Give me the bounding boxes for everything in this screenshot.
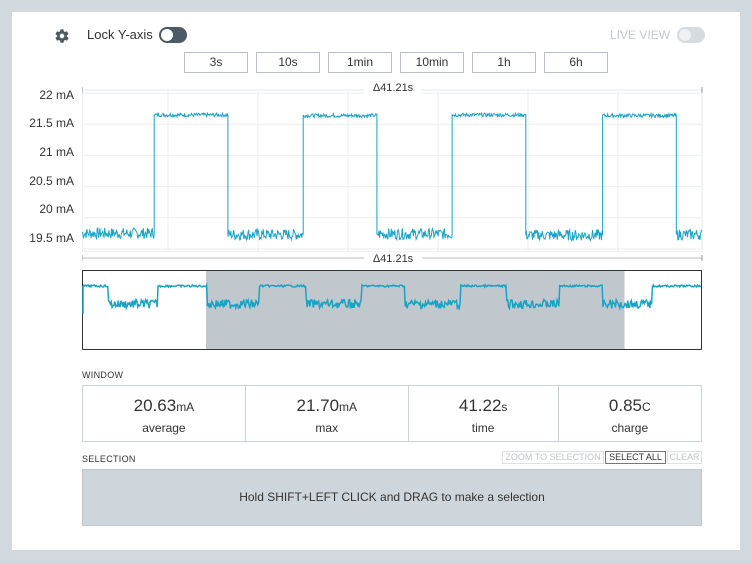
toggle-knob <box>161 29 173 41</box>
stat-value: 21.70 <box>296 396 340 415</box>
stat-value: 41.22 <box>458 396 502 415</box>
y-tick-label: 21.5 mA <box>29 116 74 130</box>
stat-value: 0.85 <box>608 396 642 415</box>
overview-chart[interactable]: Δ41.21s <box>82 252 703 352</box>
lock-y-axis-label: Lock Y-axis <box>87 27 153 42</box>
selection-area[interactable]: Hold SHIFT+LEFT CLICK and DRAG to make a… <box>82 469 702 526</box>
lock-y-axis-toggle[interactable] <box>159 27 187 43</box>
stat-average: 20.63mA average <box>83 386 246 441</box>
bottom-delta-label: Δ41.21s <box>373 253 414 265</box>
overview-trace <box>82 282 702 314</box>
live-view-label: LIVE VIEW <box>610 28 671 42</box>
stat-label: time <box>471 421 495 435</box>
y-tick-label: 20 mA <box>39 202 74 216</box>
time-button-6h[interactable]: 6h <box>544 52 608 73</box>
time-button-10s[interactable]: 10s <box>256 52 320 73</box>
window-stats: 20.63mA average 21.70mA max 41.22s time … <box>82 385 702 442</box>
stat-charge: 0.85C charge <box>559 386 701 441</box>
time-button-1min[interactable]: 1min <box>328 52 392 73</box>
time-button-10min[interactable]: 10min <box>400 52 464 73</box>
time-button-1h[interactable]: 1h <box>472 52 536 73</box>
time-button-3s[interactable]: 3s <box>184 52 248 73</box>
overview-selection-window[interactable] <box>206 271 625 349</box>
y-tick-label: 22 mA <box>39 88 74 102</box>
y-tick-label: 20.5 mA <box>29 174 74 188</box>
stat-max: 21.70mA max <box>246 386 409 441</box>
y-tick-label: 19.5 mA <box>29 231 74 245</box>
selection-section-title: SELECTION <box>82 454 136 464</box>
zoom-to-selection-button[interactable]: ZOOM TO SELECTION <box>502 451 604 464</box>
ppk-panel: Lock Y-axis LIVE VIEW 3s 10s 1min 10min … <box>12 12 740 550</box>
gear-icon[interactable] <box>54 28 70 44</box>
window-section-title: WINDOW <box>82 370 124 380</box>
main-chart[interactable]: Δ41.21s <box>82 80 703 252</box>
y-tick-label: 21 mA <box>39 145 74 159</box>
top-delta-label: Δ41.21s <box>373 82 414 94</box>
select-all-button[interactable]: SELECT ALL <box>605 451 666 464</box>
stat-unit: mA <box>339 400 358 414</box>
clear-button[interactable]: CLEAR <box>667 451 702 464</box>
stat-unit: mA <box>176 400 195 414</box>
current-trace <box>82 111 703 243</box>
stat-time: 41.22s time <box>409 386 559 441</box>
stat-label: charge <box>611 421 649 435</box>
stat-label: max <box>315 421 339 435</box>
stat-unit: C <box>642 400 651 414</box>
stat-label: average <box>142 421 186 435</box>
stat-unit: s <box>501 400 508 414</box>
live-view-toggle[interactable] <box>677 27 705 43</box>
stat-value: 20.63 <box>133 396 177 415</box>
toggle-knob <box>679 29 691 41</box>
